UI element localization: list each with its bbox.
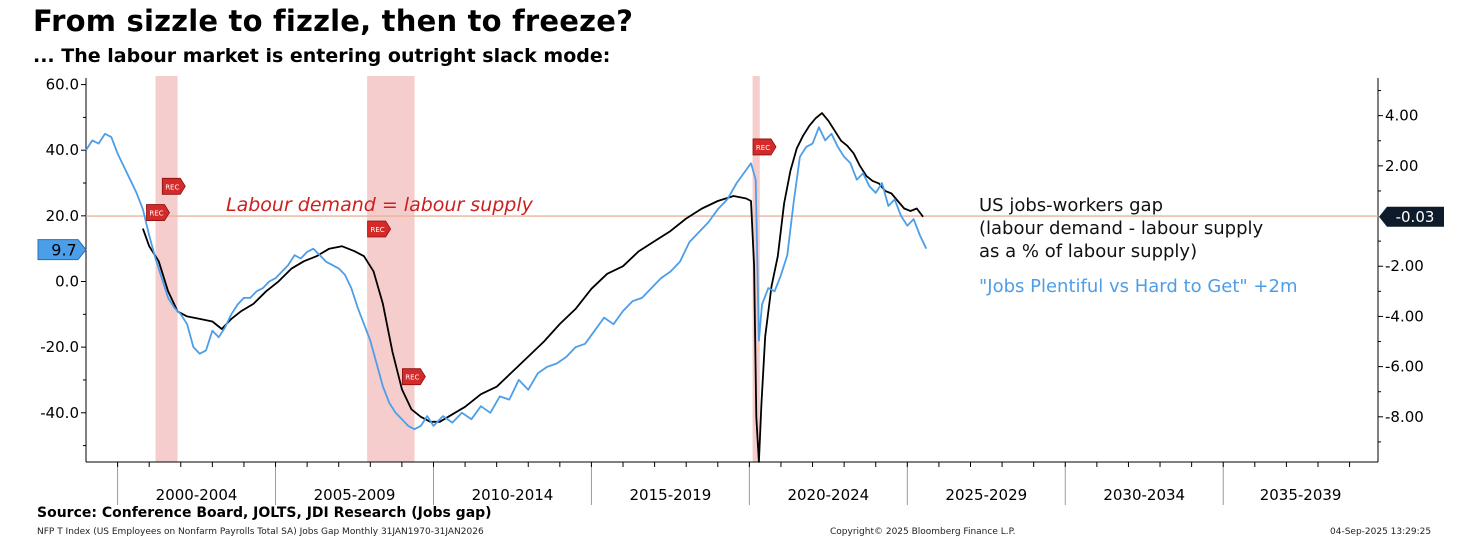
- recession-band: [752, 76, 760, 462]
- right-tick-label: -2.00: [1385, 257, 1424, 275]
- series-group: [85, 112, 928, 463]
- right-tick-label: 2.00: [1385, 157, 1418, 175]
- axes: 60.0 40.0 20.0 0.0 -20.0 -40.0 4.00 2.00 -2.00 -4…: [40, 76, 1424, 505]
- jobs-plentiful-line: [85, 126, 928, 431]
- rec-marker-label: REC: [371, 226, 385, 234]
- jobs-plentiful-last-value-text: 9.7: [51, 241, 76, 260]
- reference-line-group: Labour demand = labour supply: [86, 194, 1378, 217]
- x-tick-label: 2015-2019: [630, 486, 712, 504]
- left-tick-label: 40.0: [46, 141, 79, 159]
- gap-last-value-badge: [1379, 206, 1444, 227]
- left-tick-label: 0.0: [55, 272, 79, 290]
- rec-marker: [161, 177, 186, 195]
- x-tick-label: 2030-2034: [1103, 486, 1185, 504]
- rec-marker: [752, 138, 777, 156]
- x-tick-label: 2035-2039: [1260, 486, 1342, 504]
- left-tick-label: -40.0: [40, 404, 79, 422]
- recession-band: [155, 76, 178, 462]
- legend-gap-line: as a % of labour supply): [979, 241, 1197, 262]
- x-tick-label: 2005-2009: [314, 486, 396, 504]
- recession-shading: [155, 76, 760, 462]
- jobs-workers-gap-line: [142, 112, 924, 463]
- left-tick-label: 20.0: [46, 207, 79, 225]
- reference-line-label: Labour demand = labour supply: [226, 194, 534, 216]
- right-tick-label: -8.00: [1385, 408, 1424, 426]
- source-note: Source: Conference Board, JOLTS, JDI Res…: [37, 505, 492, 521]
- rec-marker-label: REC: [405, 374, 419, 382]
- rec-marker: [367, 220, 392, 238]
- footer-copyright: Copyright© 2025 Bloomberg Finance L.P.: [830, 527, 1016, 537]
- gap-last-value-text: -0.03: [1396, 208, 1435, 226]
- legend-gap-line: (labour demand - labour supply: [979, 218, 1263, 239]
- x-tick-label: 2020-2024: [787, 486, 869, 504]
- rec-markers: REC REC REC REC REC: [146, 138, 777, 386]
- legend: -0.03 9.7 US jobs-workers gap(labour deman…: [37, 195, 1444, 297]
- rec-marker-label: REC: [165, 183, 179, 191]
- jobs-plentiful-last-value-badge: [37, 239, 87, 261]
- x-tick-label: 2010-2014: [472, 486, 554, 504]
- chart-subtitle: ... The labour market is entering outrig…: [33, 45, 611, 67]
- legend-jobs-plentiful: "Jobs Plentiful vs Hard to Get" +2m: [979, 276, 1297, 297]
- rec-marker-label: REC: [756, 144, 770, 152]
- footer-series-info: NFP T Index (US Employees on Nonfarm Pay…: [37, 527, 484, 537]
- x-tick-label: 2000-2004: [156, 486, 238, 504]
- chart-title: From sizzle to fizzle, then to freeze?: [33, 4, 634, 38]
- legend-gap-line: US jobs-workers gap: [979, 195, 1163, 216]
- right-tick-label: -6.00: [1385, 358, 1424, 376]
- left-tick-label: 60.0: [46, 76, 79, 94]
- rec-marker: [401, 368, 426, 386]
- rec-marker-label: REC: [149, 210, 163, 218]
- rec-marker: [146, 204, 170, 221]
- footer-timestamp: 04-Sep-2025 13:29:25: [1330, 527, 1432, 537]
- x-tick-label: 2025-2029: [945, 486, 1027, 504]
- right-tick-label: -4.00: [1385, 307, 1424, 325]
- left-tick-label: -20.0: [40, 338, 79, 356]
- right-tick-label: 4.00: [1385, 107, 1418, 125]
